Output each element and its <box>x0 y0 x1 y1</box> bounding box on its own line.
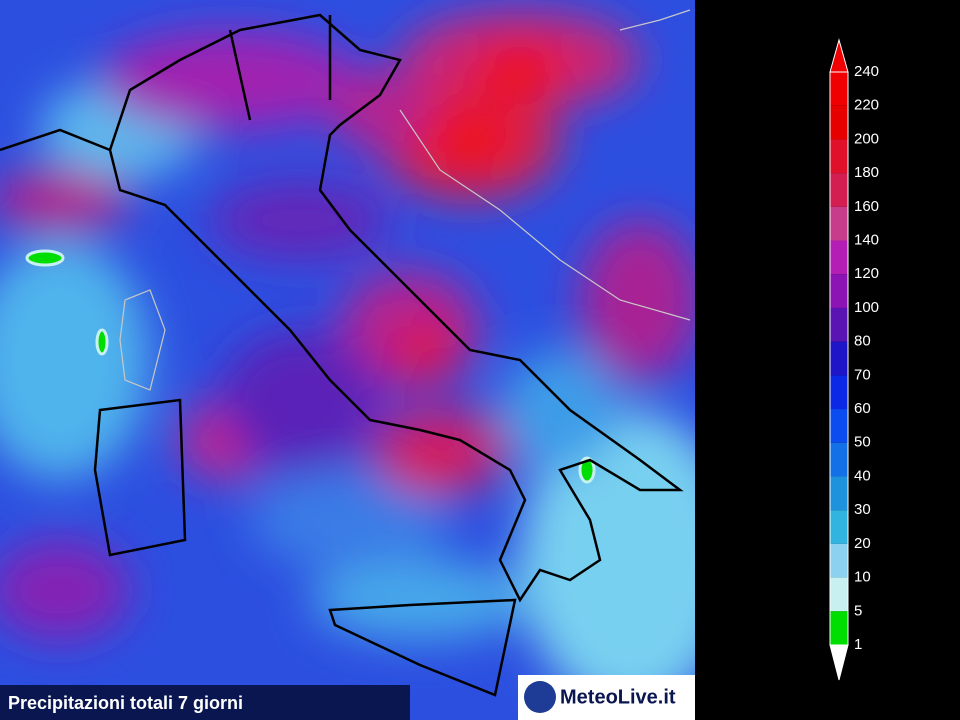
green-spot <box>95 328 109 356</box>
colorbar-label: 200 <box>854 130 879 147</box>
colorbar: 240 220 200 180 160 140 120 100 80 70 60 50 40 30 20 10… <box>829 38 879 681</box>
colorbar-over <box>829 38 849 73</box>
colorbar-segment <box>830 510 848 544</box>
colorbar-label: 20 <box>854 535 871 552</box>
colorbar-segment <box>830 307 848 342</box>
coastlines <box>119 9 691 391</box>
colorbar-frame <box>829 71 849 646</box>
caption: Precipitazioni totali 7 giorni <box>8 693 243 713</box>
colorbar-label: 70 <box>854 366 871 383</box>
colorbar-label: 5 <box>854 602 862 619</box>
logo: MeteoLive.it <box>560 686 676 708</box>
colorbar-segment <box>830 139 848 174</box>
colorbar-label: 50 <box>854 434 871 451</box>
colorbar-segment <box>830 206 848 241</box>
colorbar-segment <box>830 409 848 443</box>
colorbar-segment <box>830 341 848 376</box>
colorbar-label: 1 <box>854 636 862 653</box>
precipitation-map <box>0 0 695 720</box>
colorbar-segment <box>830 442 848 477</box>
colorbar-segment <box>830 72 848 106</box>
logo-globe <box>524 681 556 713</box>
colorbar-segment <box>830 105 848 140</box>
colorbar-label: 10 <box>854 569 871 586</box>
colorbar-label: 220 <box>854 97 879 114</box>
colorbar-label: 140 <box>854 231 879 248</box>
colorbar-segment <box>830 240 848 275</box>
colorbar-segment <box>830 375 848 410</box>
colorbar-segment <box>830 543 848 578</box>
borders <box>0 13 684 697</box>
colorbar-under <box>829 644 849 681</box>
colorbar-segment <box>830 173 848 207</box>
colorbar-label: 120 <box>854 265 879 282</box>
colorbar-label: 30 <box>854 501 871 518</box>
colorbar-label: 160 <box>854 198 879 215</box>
caption-bar <box>0 685 410 720</box>
green-spot <box>578 456 596 484</box>
colorbar-label: 240 <box>854 63 879 80</box>
colorbar-label: 60 <box>854 400 871 417</box>
colorbar-segment <box>830 476 848 511</box>
colorbar-label: 40 <box>854 467 871 484</box>
colorbar-label: 100 <box>854 299 879 316</box>
colorbar-segment <box>830 577 848 612</box>
colorbar-segment <box>830 611 848 645</box>
green-spot <box>25 249 65 267</box>
colorbar-label: 80 <box>854 333 871 350</box>
colorbar-segment <box>830 274 848 308</box>
colorbar-label: 180 <box>854 164 879 181</box>
